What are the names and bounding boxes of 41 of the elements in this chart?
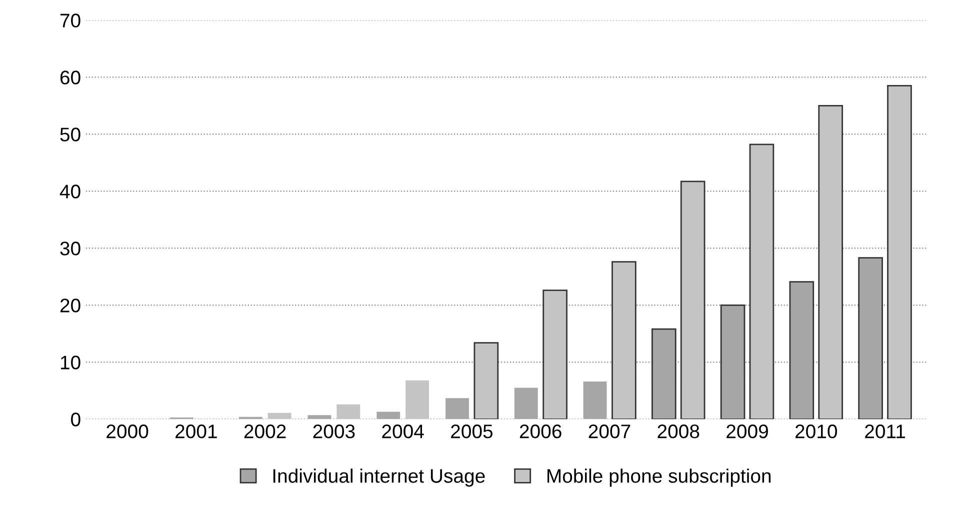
bar (680, 180, 706, 420)
x-tick-label: 2001 (176, 424, 217, 438)
bar (308, 415, 332, 420)
bar (376, 412, 400, 420)
bar (474, 342, 499, 420)
x-tick-label: 2011 (865, 424, 905, 438)
legend-label: Mobile phone subscription (547, 468, 771, 487)
y-tick-label: 30 (60, 242, 80, 256)
bar (749, 144, 774, 420)
bar (818, 104, 844, 420)
x-tick-label: 2003 (313, 424, 355, 438)
x-tick-label: 2002 (244, 424, 286, 438)
bar (858, 257, 883, 420)
bar (542, 290, 568, 420)
legend-label: Individual internet Usage (273, 468, 485, 487)
bar (583, 382, 607, 420)
y-tick-label: 70 (60, 14, 80, 28)
x-tick-label: 2000 (106, 424, 148, 438)
y-tick-label: 50 (60, 128, 80, 142)
x-tick-label: 2010 (795, 424, 838, 438)
bar (651, 328, 676, 420)
bar (336, 404, 360, 420)
y-tick-label: 20 (60, 298, 80, 312)
x-tick-label: 2009 (726, 424, 768, 438)
bar (446, 398, 469, 420)
x-tick-label: 2006 (520, 424, 562, 438)
bar (406, 380, 429, 420)
y-tick-label: 0 (71, 412, 80, 426)
bar (268, 412, 292, 420)
y-tick-label: 10 (60, 356, 80, 370)
bar (612, 261, 636, 420)
x-tick-label: 2008 (658, 424, 700, 438)
x-tick-label: 2005 (451, 424, 493, 438)
bar (789, 281, 814, 420)
bar (887, 85, 912, 420)
bar (720, 304, 746, 420)
y-tick-label: 60 (60, 70, 80, 84)
y-tick-label: 40 (60, 184, 80, 198)
x-tick-label: 2004 (382, 424, 424, 438)
bar (514, 388, 538, 420)
x-tick-label: 2007 (588, 424, 630, 438)
